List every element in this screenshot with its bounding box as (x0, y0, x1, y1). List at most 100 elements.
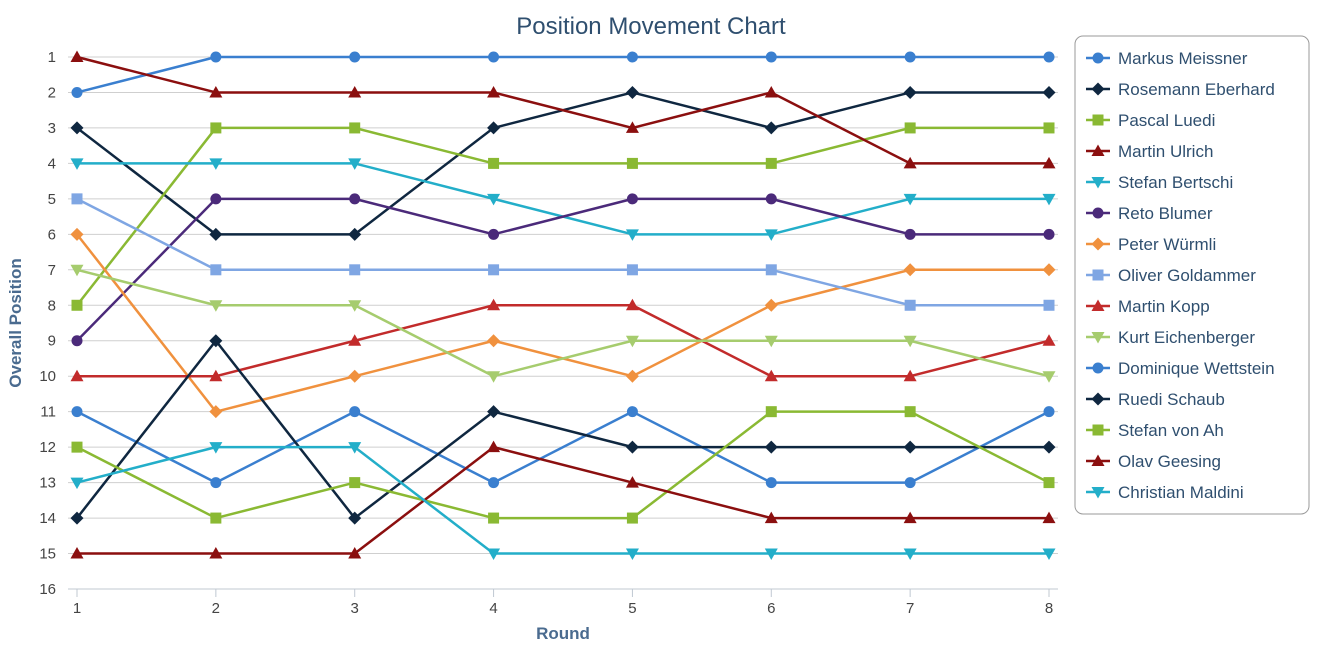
data-point (209, 85, 223, 98)
data-point (487, 85, 501, 98)
legend-item[interactable]: Rosemann Eberhard (1086, 80, 1275, 99)
data-point (765, 193, 777, 205)
x-tick-label: 5 (628, 600, 636, 617)
data-point (764, 85, 778, 98)
data-point (765, 406, 777, 418)
data-point (71, 406, 83, 418)
legend-label: Stefan von Ah (1118, 421, 1224, 440)
data-point (625, 369, 639, 383)
legend-label: Ruedi Schaub (1118, 390, 1225, 409)
data-point (765, 477, 777, 489)
series-line (76, 410, 1050, 520)
legend-swatch-marker (1091, 332, 1105, 344)
data-point (348, 369, 362, 383)
series-10 (70, 264, 1056, 383)
data-point (626, 512, 638, 524)
data-point (349, 264, 361, 276)
series-line (76, 445, 1049, 555)
data-point (764, 335, 778, 348)
legend-swatch-marker (1091, 487, 1105, 499)
legend-item[interactable]: Martin Ulrich (1086, 142, 1213, 161)
legend-item[interactable]: Peter Würmli (1086, 235, 1216, 254)
data-point (71, 193, 83, 205)
data-point (488, 477, 500, 489)
data-point (209, 369, 223, 382)
data-point (625, 85, 639, 99)
data-point (209, 334, 223, 348)
data-point (626, 51, 638, 63)
legend-item[interactable]: Pascal Luedi (1086, 111, 1215, 130)
legend-swatch-marker (1091, 144, 1105, 156)
data-point (71, 86, 83, 98)
data-point (210, 51, 222, 63)
x-axis-title: Round (536, 624, 590, 643)
data-point (1042, 371, 1056, 383)
data-point (904, 228, 916, 240)
y-tick-label: 3 (48, 120, 56, 137)
legend-swatch-marker (1091, 454, 1105, 466)
legend-swatch-marker (1092, 362, 1104, 374)
legend-swatch-marker (1092, 207, 1104, 219)
data-point (764, 369, 778, 382)
series-line (76, 126, 1049, 307)
legend-item[interactable]: Oliver Goldammer (1086, 266, 1256, 285)
data-point (348, 158, 362, 170)
y-tick-label: 5 (48, 191, 56, 208)
series-15 (70, 442, 1056, 561)
data-point (764, 229, 778, 241)
data-point (625, 335, 639, 348)
series-line (76, 55, 1049, 94)
data-point (348, 227, 362, 241)
series-line (76, 197, 1049, 307)
data-point (1043, 51, 1055, 63)
series-3 (71, 122, 1055, 311)
legend-label: Peter Würmli (1118, 235, 1216, 254)
data-point (348, 334, 362, 346)
data-point (209, 158, 223, 170)
y-tick-label: 4 (48, 155, 56, 172)
series-layer (70, 50, 1056, 561)
legend-item[interactable]: Ruedi Schaub (1086, 390, 1225, 409)
series-line (76, 197, 1049, 342)
data-point (488, 264, 500, 276)
data-point (1042, 548, 1056, 561)
legend-label: Oliver Goldammer (1118, 266, 1256, 285)
legend-item[interactable]: Stefan von Ah (1086, 421, 1224, 440)
legend-item[interactable]: Stefan Bertschi (1086, 173, 1233, 192)
data-point (904, 477, 916, 489)
y-tick-label: 14 (39, 510, 56, 527)
legend-item[interactable]: Dominique Wettstein (1086, 359, 1275, 378)
legend-item[interactable]: Olav Geesing (1086, 452, 1221, 471)
data-point (487, 298, 501, 311)
data-point (1042, 511, 1056, 524)
legend-swatch-marker (1091, 237, 1105, 251)
legend-label: Pascal Luedi (1118, 111, 1215, 130)
legend-item[interactable]: Reto Blumer (1086, 204, 1213, 223)
y-tick-label: 13 (39, 475, 56, 492)
data-point (209, 405, 223, 419)
x-tick-label: 6 (767, 600, 775, 617)
data-point (1043, 228, 1055, 240)
legend-item[interactable]: Markus Meissner (1086, 49, 1248, 68)
x-tick-label: 2 (212, 600, 220, 617)
legend-swatch-marker (1091, 299, 1105, 311)
data-point (71, 441, 83, 453)
y-tick-label: 10 (39, 368, 56, 385)
data-point (903, 263, 917, 277)
data-point (488, 512, 500, 524)
data-point (903, 193, 917, 206)
legend-item[interactable]: Christian Maldini (1086, 483, 1244, 502)
legend-item[interactable]: Martin Kopp (1086, 297, 1210, 316)
data-point (626, 264, 638, 276)
data-point (70, 121, 84, 135)
data-point (487, 405, 501, 419)
x-tick-label: 8 (1045, 600, 1053, 617)
legend-item[interactable]: Kurt Eichenberger (1086, 328, 1255, 347)
data-point (487, 193, 501, 206)
series-8 (71, 193, 1055, 311)
data-point (71, 299, 83, 311)
data-point (626, 157, 638, 169)
data-point (349, 122, 361, 134)
data-point (209, 442, 223, 454)
legend-label: Kurt Eichenberger (1118, 328, 1255, 347)
